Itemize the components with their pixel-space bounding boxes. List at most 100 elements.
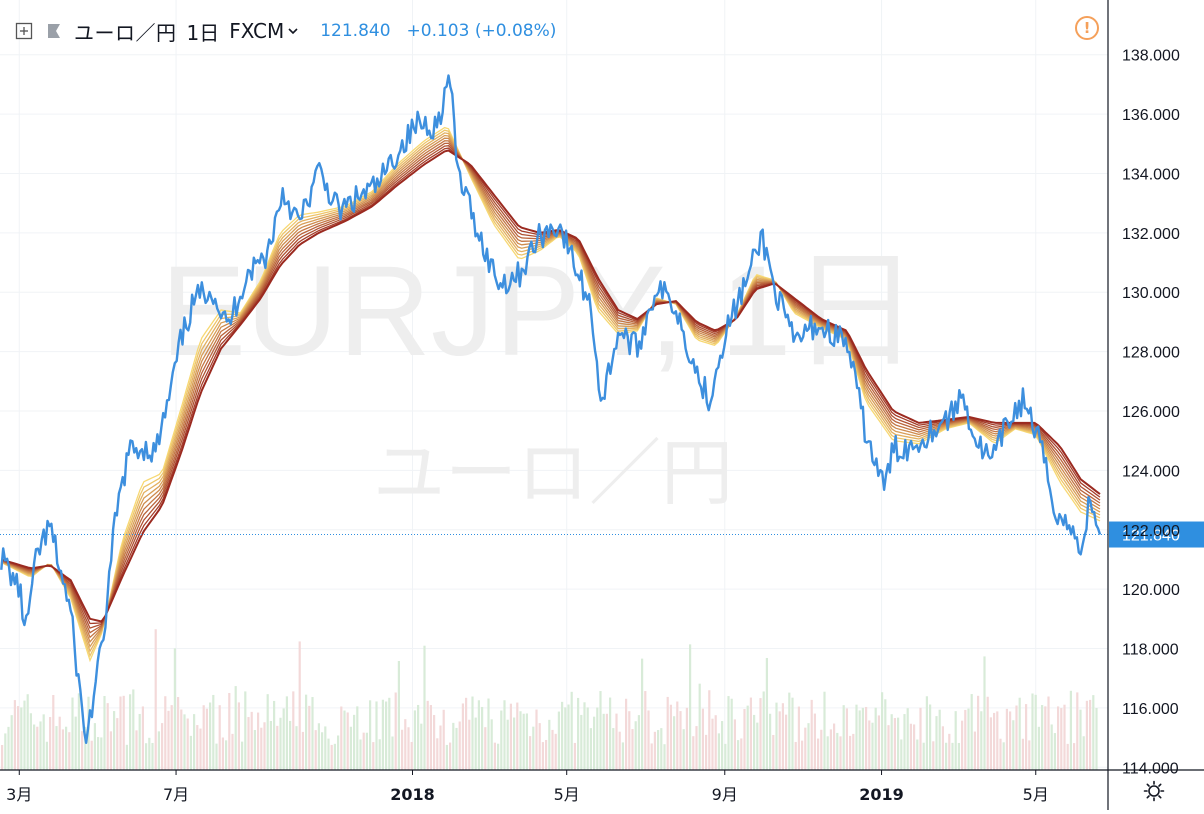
volume-bar [55,726,58,770]
volume-bar [993,712,996,770]
volume-bar [535,709,538,770]
volume-bar [289,720,292,770]
volume-bar [471,696,474,770]
volume-bar [154,629,157,770]
volume-bar [449,742,452,770]
volume-bar [935,716,938,770]
volume-bar [820,729,823,770]
source-label: FXCM [229,19,285,43]
volume-bar [1085,700,1088,770]
volume-bar [561,701,564,770]
volume-bar [266,694,269,770]
volume-bar [202,705,205,770]
volume-bar [839,736,842,770]
volume-bar [314,730,317,770]
volume-bar [58,716,61,770]
volume-bar [756,722,759,770]
volume-bar [103,696,106,770]
volume-bar [637,715,640,770]
volume-bar [74,716,77,770]
volume-bar [801,740,804,770]
exclamation-circle-icon[interactable]: ! [1075,16,1099,40]
source-selector[interactable]: FXCM [229,19,298,43]
volume-bar [324,726,327,770]
volume-bar [679,711,682,770]
volume-bar [33,724,36,770]
volume-bar [327,738,330,770]
ma-line [1,140,1101,639]
volume-bar [577,697,580,770]
volume-bar [1076,692,1079,770]
volume-bar [749,697,752,770]
volume-bar [346,712,349,770]
volume-bar [567,704,570,770]
volume-bar [1079,709,1082,770]
y-tick-label: 116.000 [1122,701,1179,718]
volume-bar [413,710,416,770]
volume-bar [618,731,621,770]
volume-bar [333,743,336,770]
gear-icon[interactable] [1143,780,1165,802]
volume-bar [228,692,231,770]
plus-square-icon[interactable] [14,21,34,41]
volume-bar [845,708,848,770]
volume-bar [189,735,192,770]
volume-bar [631,729,634,770]
volume-bar [298,641,301,770]
volume-bar [1095,707,1098,770]
volume-bar [641,658,644,770]
interval-label[interactable]: 1日 [186,20,220,45]
volume-bar [554,733,557,770]
volume-bar [913,724,916,770]
volume-bar [404,719,407,770]
volume-bar [244,691,247,770]
volume-bar [836,732,839,770]
volume-bar [833,723,836,770]
volume-bar [743,709,746,770]
last-price-value: 121.840 [320,21,391,41]
volume-bar [164,696,167,770]
volume-bar [397,661,400,770]
volume-bar [503,700,506,770]
volume-bar [727,696,730,770]
volume-bar [1037,726,1040,770]
volume-bar [484,727,487,770]
volume-bar [778,711,781,770]
symbol-name[interactable]: ユーロ／円 [74,20,177,45]
x-tick-label: 3月 [6,785,32,804]
volume-bar [394,692,397,770]
volume-bar [717,733,720,770]
volume-bar [573,742,576,770]
flag-icon[interactable] [44,21,64,41]
volume-bar [791,697,794,770]
volume-bar [253,730,256,770]
volume-bar [650,743,653,770]
volume-bar [199,728,202,770]
volume-bar [986,696,989,770]
volume-bar [625,698,628,770]
volume-bar [52,695,55,770]
volume-bar [276,725,279,770]
volume-bar [1021,738,1024,770]
volume-bar [893,718,896,770]
volume-bar [714,715,717,770]
volume-bar [301,731,304,770]
volume-bar [263,722,266,770]
volume-bar [381,699,384,770]
volume-bar [951,742,954,770]
volume-bars [1,629,1098,770]
volume-bar [545,739,548,770]
y-tick-label: 122.000 [1122,523,1180,540]
volume-bar [612,728,615,770]
volume-bar [81,731,84,770]
volume-bar [1015,705,1018,770]
grid [0,0,1108,770]
volume-bar [852,733,855,770]
volume-bar [804,727,807,770]
volume-bar [177,697,180,770]
volume-bar [599,691,602,770]
volume-bar [945,742,948,770]
volume-bar [225,740,228,770]
